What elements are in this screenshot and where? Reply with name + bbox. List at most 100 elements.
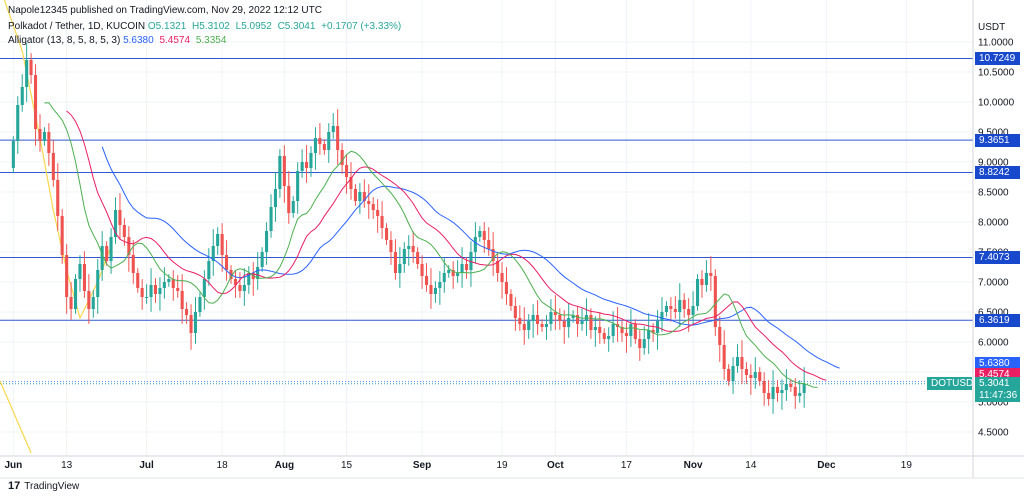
candle-body: [367, 201, 371, 204]
candle-body: [687, 309, 691, 315]
x-tick-label: 18: [217, 460, 229, 471]
alligator-lips-line: [44, 102, 818, 388]
jaw-value: 5.6380: [123, 35, 154, 46]
candle-body: [278, 156, 282, 189]
candle-body: [629, 324, 633, 336]
candle-body: [100, 246, 104, 270]
y-tick-label: 7.0000: [978, 278, 1009, 289]
candle-body: [491, 249, 495, 261]
candle-body: [145, 297, 149, 298]
candle-body: [700, 279, 704, 285]
candle-body: [11, 141, 15, 168]
candle-body: [504, 282, 508, 294]
candle-body: [736, 357, 740, 366]
candle-body: [784, 384, 788, 390]
candle-body: [678, 300, 682, 312]
candle-body: [202, 279, 206, 297]
candle-body: [749, 375, 753, 378]
candle-body: [758, 372, 762, 381]
candle-body: [780, 390, 784, 393]
candle-body: [638, 339, 642, 348]
candle-body: [296, 171, 300, 201]
candle-body: [42, 132, 46, 141]
x-tick-label: 19: [496, 460, 508, 471]
candle-body: [82, 264, 86, 291]
candle-body: [38, 129, 42, 141]
candle-body: [696, 279, 700, 306]
x-tick-label: Dec: [817, 460, 836, 471]
x-tick-label: Sep: [413, 460, 431, 471]
candle-body: [709, 273, 713, 276]
candle-body: [567, 318, 571, 327]
candle-body: [47, 132, 51, 153]
candle-body: [633, 324, 637, 339]
symbol-legend: Polkadot / Tether, 1D, KUCOIN O5.1321 H5…: [8, 21, 401, 32]
candle-body: [607, 336, 611, 339]
y-tick-label: 9.0000: [978, 158, 1009, 169]
candle-body: [385, 228, 389, 240]
candle-body: [691, 306, 695, 315]
candle-body: [69, 297, 73, 309]
price-level-label: 6.3619: [975, 313, 1020, 327]
candle-body: [287, 186, 291, 213]
price-level-label: 10.7249: [975, 52, 1020, 65]
close-value: C5.3041: [277, 21, 316, 32]
candle-body: [180, 291, 184, 309]
indicator-name: Alligator (13, 8, 5, 8, 5, 3): [8, 35, 121, 46]
candle-body: [56, 180, 60, 216]
y-axis-unit: USDT: [978, 22, 1005, 33]
candle-body: [438, 282, 442, 288]
yellow-trendline: [0, 380, 32, 454]
candle-body: [456, 273, 460, 276]
symbol-name: Polkadot / Tether, 1D, KUCOIN: [8, 21, 146, 32]
y-tick-label: 9.5000: [978, 128, 1009, 139]
candle-body: [531, 315, 535, 321]
low-value: L5.0952: [235, 21, 272, 32]
candle-body: [469, 252, 473, 270]
candle-body: [331, 126, 335, 132]
candle-body: [393, 252, 397, 273]
candle-body: [669, 306, 673, 309]
candle-body: [189, 315, 193, 333]
symbol-tag-label: DOTUSDT: [927, 377, 979, 391]
candle-body: [336, 126, 340, 150]
candle-body: [358, 192, 362, 201]
candle-body: [704, 273, 708, 285]
time-axis[interactable]: Jun 13 Jul 18 Aug 15 Sep 19 Oct 17 Nov 14 Dec 19: [4, 460, 912, 471]
candle-body: [309, 153, 313, 168]
candle-body: [602, 333, 606, 339]
candle-body: [362, 192, 366, 201]
candle-body: [482, 231, 486, 240]
candle-body: [242, 285, 246, 291]
candle-body: [318, 138, 322, 144]
candle-body: [74, 279, 78, 309]
indicator-legend: Alligator (13, 8, 5, 8, 5, 3) 5.6380 5.4…: [8, 35, 226, 46]
candle-body: [753, 372, 757, 378]
footer-brand[interactable]: 17 TradingView: [8, 480, 79, 492]
alligator-jaw-line: [101, 146, 840, 369]
candle-body: [798, 393, 802, 396]
candle-body: [727, 369, 731, 381]
candle-body: [114, 210, 118, 237]
candle-body: [571, 315, 575, 318]
candle-body: [411, 246, 415, 252]
candle-body: [233, 279, 237, 285]
candle-body: [29, 60, 33, 75]
change-value: +0.1707 (+3.33%): [321, 21, 402, 32]
candle-body: [171, 279, 175, 288]
y-tick-label: 10.0000: [978, 98, 1015, 109]
candle-body: [345, 165, 349, 177]
candle-body: [762, 381, 766, 393]
candle-body: [611, 324, 615, 336]
candle-body: [522, 324, 526, 330]
candle-body: [767, 393, 771, 399]
candle-body: [349, 177, 353, 189]
candle-body: [153, 285, 157, 294]
candle-body: [340, 150, 344, 165]
candle-body: [651, 330, 655, 333]
price-level-label: 7.4073: [975, 251, 1020, 265]
candle-body: [416, 252, 420, 264]
candle-body: [647, 330, 651, 339]
candle-body: [593, 327, 597, 330]
